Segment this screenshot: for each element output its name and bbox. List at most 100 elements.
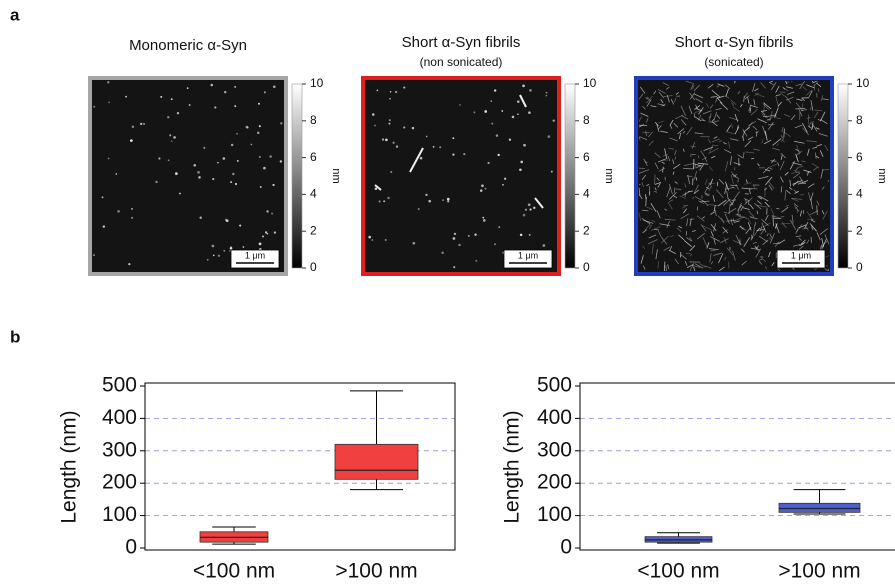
texture xyxy=(694,132,704,135)
texture xyxy=(638,124,645,128)
texture xyxy=(730,174,734,185)
texture xyxy=(242,246,245,248)
texture xyxy=(668,191,677,200)
y-tick-label: 100 xyxy=(102,503,137,526)
texture xyxy=(700,224,707,232)
texture xyxy=(654,182,661,185)
texture xyxy=(785,96,794,101)
texture xyxy=(523,143,526,147)
texture xyxy=(258,155,261,158)
texture xyxy=(273,231,277,234)
texture xyxy=(140,122,143,126)
texture xyxy=(681,205,686,209)
texture xyxy=(692,196,695,200)
texture xyxy=(732,106,741,112)
texture xyxy=(691,142,696,149)
texture xyxy=(809,106,812,111)
texture xyxy=(763,139,772,145)
texture xyxy=(739,240,741,246)
texture xyxy=(824,234,830,245)
y-tick-label: 100 xyxy=(537,503,572,526)
texture xyxy=(653,190,658,193)
texture xyxy=(759,258,763,261)
texture xyxy=(713,252,722,256)
texture xyxy=(806,170,811,174)
texture xyxy=(772,242,781,245)
texture xyxy=(229,246,233,250)
texture xyxy=(197,170,200,174)
texture xyxy=(687,190,694,193)
texture xyxy=(811,125,814,130)
texture xyxy=(748,188,751,195)
texture xyxy=(655,249,658,260)
colorbar-tick-label: 10 xyxy=(583,76,597,90)
texture xyxy=(653,228,659,231)
y-tick-label: 500 xyxy=(102,374,137,397)
texture xyxy=(690,145,696,148)
texture xyxy=(693,93,704,99)
texture xyxy=(709,104,714,109)
texture xyxy=(766,233,769,237)
texture xyxy=(522,213,526,217)
texture xyxy=(712,120,719,123)
texture xyxy=(680,119,687,126)
texture xyxy=(771,158,776,163)
texture xyxy=(755,131,759,133)
texture xyxy=(239,224,242,227)
texture xyxy=(820,94,824,102)
texture xyxy=(797,180,809,185)
texture xyxy=(720,217,725,223)
texture xyxy=(817,118,821,121)
texture xyxy=(822,210,828,220)
texture xyxy=(217,161,219,164)
texture xyxy=(742,151,745,159)
texture xyxy=(739,204,743,209)
texture xyxy=(810,100,814,111)
texture xyxy=(683,240,692,247)
texture xyxy=(689,92,696,100)
texture xyxy=(689,245,696,252)
texture xyxy=(158,157,161,160)
texture xyxy=(186,87,189,90)
texture xyxy=(497,153,500,157)
texture xyxy=(261,235,264,238)
texture xyxy=(746,122,753,130)
texture xyxy=(793,169,800,173)
colorbar-label: nm xyxy=(603,168,615,183)
y-tick-label: 400 xyxy=(537,406,572,429)
texture xyxy=(680,105,687,116)
colorbar-tick-label: 6 xyxy=(583,150,590,164)
texture xyxy=(744,197,753,205)
texture xyxy=(666,186,671,198)
texture xyxy=(752,184,756,189)
texture xyxy=(664,218,676,221)
texture xyxy=(662,82,669,87)
texture xyxy=(717,83,725,87)
texture xyxy=(796,98,803,101)
texture xyxy=(108,101,110,104)
texture xyxy=(458,243,461,247)
texture xyxy=(647,96,651,102)
texture xyxy=(753,148,760,151)
texture xyxy=(481,184,484,188)
texture xyxy=(791,214,794,224)
texture xyxy=(697,114,702,121)
texture xyxy=(718,266,725,272)
texture xyxy=(689,262,695,272)
texture xyxy=(716,85,720,88)
scale-bar-label: 1 μm xyxy=(791,250,811,260)
texture xyxy=(768,80,773,84)
texture xyxy=(524,208,528,211)
texture xyxy=(820,168,824,179)
texture xyxy=(795,153,799,163)
panel-label: a xyxy=(10,5,20,24)
texture xyxy=(677,128,685,135)
texture xyxy=(780,135,785,140)
texture xyxy=(651,243,654,255)
texture xyxy=(752,125,758,131)
texture xyxy=(638,194,643,200)
texture xyxy=(812,166,818,171)
colorbar xyxy=(564,83,576,269)
texture xyxy=(657,229,662,237)
texture xyxy=(674,97,677,103)
